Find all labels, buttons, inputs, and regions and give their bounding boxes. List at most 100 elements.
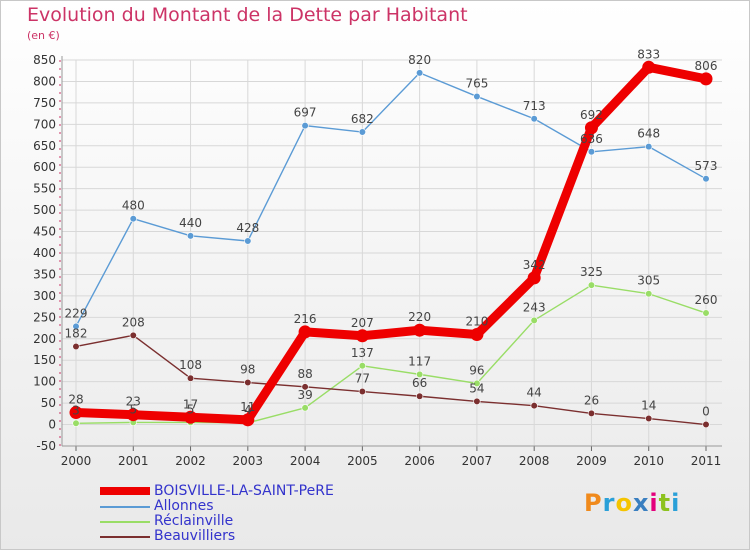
- data-point: [358, 128, 366, 136]
- data-label: 243: [523, 300, 546, 314]
- y-tick-label: 600: [33, 160, 56, 174]
- data-point: [473, 379, 481, 387]
- data-label: 39: [297, 388, 312, 402]
- x-tick-label: 2007: [462, 454, 493, 468]
- data-point: [186, 232, 195, 240]
- data-point: [645, 290, 653, 298]
- data-point: [699, 72, 713, 86]
- x-tick-label: 2002: [175, 454, 206, 468]
- data-point: [72, 322, 80, 330]
- data-point: [702, 309, 710, 317]
- data-label: 208: [122, 315, 145, 329]
- data-label: 440: [179, 216, 202, 230]
- y-tick-label: 300: [33, 289, 56, 303]
- data-point: [72, 342, 80, 351]
- legend-swatch-boisville: [100, 487, 150, 495]
- data-label: 216: [294, 312, 317, 326]
- logo-letter: P: [584, 489, 603, 517]
- x-tick-label: 2001: [118, 454, 149, 468]
- data-point: [413, 323, 427, 337]
- y-tick-label: 400: [33, 246, 56, 260]
- data-label: 648: [637, 127, 660, 141]
- data-point: [530, 115, 538, 123]
- data-point: [473, 397, 481, 405]
- data-label: 5: [129, 402, 137, 416]
- data-label: 23: [126, 395, 141, 409]
- data-point: [244, 237, 252, 245]
- data-label: 229: [65, 306, 88, 320]
- x-tick-label: 2000: [61, 454, 92, 468]
- data-label: 765: [465, 76, 488, 90]
- logo-letter: i: [649, 489, 659, 517]
- data-point: [301, 383, 309, 391]
- chart-title: Evolution du Montant de la Dette par Hab…: [27, 4, 468, 26]
- data-point: [470, 327, 484, 341]
- y-tick-label: 550: [33, 182, 56, 196]
- data-point: [72, 419, 80, 427]
- legend-label-allonnes: Allonnes: [154, 498, 214, 514]
- legend-label-beauvilliers: Beauvilliers: [154, 528, 236, 544]
- data-point: [358, 387, 366, 396]
- x-tick-label: 2008: [519, 454, 550, 468]
- y-tick-label: 0: [48, 418, 56, 432]
- x-tick-label: 2005: [347, 454, 378, 468]
- y-tick-label: 450: [33, 225, 56, 239]
- data-label: 96: [469, 363, 484, 377]
- y-tick-label: 200: [33, 332, 56, 346]
- series-lines: [69, 60, 713, 429]
- data-point: [584, 121, 598, 135]
- data-label: 713: [523, 99, 546, 113]
- y-tick-label: 350: [33, 267, 56, 281]
- data-point: [527, 271, 541, 285]
- unit-label: (en €): [27, 29, 60, 42]
- data-point: [301, 404, 309, 412]
- x-tick-label: 2006: [404, 454, 435, 468]
- y-tick-label: 800: [33, 74, 56, 88]
- data-point: [298, 325, 312, 339]
- data-point: [69, 406, 83, 420]
- data-point: [358, 362, 366, 370]
- logo-letter: o: [615, 489, 633, 517]
- data-label: 44: [527, 386, 542, 400]
- data-point: [416, 69, 424, 77]
- data-point: [587, 409, 596, 418]
- y-tick-label: 100: [33, 375, 56, 389]
- data-label: 342: [523, 258, 546, 272]
- x-tick-label: 2010: [633, 454, 664, 468]
- logo-letter: x: [632, 489, 650, 517]
- data-label: 98: [240, 363, 255, 377]
- data-point: [244, 378, 252, 387]
- x-tick-label: 2003: [233, 454, 264, 468]
- y-tick-label: 750: [33, 96, 56, 110]
- data-label: 697: [294, 106, 317, 120]
- logo-letter: t: [658, 489, 672, 517]
- data-point: [702, 420, 710, 429]
- data-label: 820: [408, 53, 431, 67]
- data-label: 66: [412, 376, 427, 390]
- y-tick-label: -50: [36, 439, 56, 453]
- data-label: 692: [580, 108, 603, 122]
- data-point: [702, 175, 710, 183]
- series-line-2: [75, 284, 707, 424]
- data-label: 108: [179, 358, 202, 372]
- data-label: 573: [695, 159, 718, 173]
- logo-letter: i: [671, 489, 681, 517]
- data-label: 260: [695, 293, 718, 307]
- data-label: 305: [637, 274, 660, 288]
- y-tick-label: 650: [33, 139, 56, 153]
- data-point: [184, 410, 198, 424]
- axes: -500501001502002503003504004505005506006…: [33, 53, 722, 468]
- y-tick-label: 150: [33, 353, 56, 367]
- y-tick-label: 700: [33, 117, 56, 131]
- logo-letter: r: [602, 489, 616, 517]
- data-label: 833: [637, 47, 660, 61]
- x-tick-label: 2004: [290, 454, 321, 468]
- data-label: 117: [408, 354, 431, 368]
- data-point: [241, 413, 255, 427]
- data-label: 220: [408, 310, 431, 324]
- data-label: 480: [122, 199, 145, 213]
- data-point: [129, 215, 137, 223]
- data-point: [186, 374, 195, 382]
- y-tick-label: 500: [33, 203, 56, 217]
